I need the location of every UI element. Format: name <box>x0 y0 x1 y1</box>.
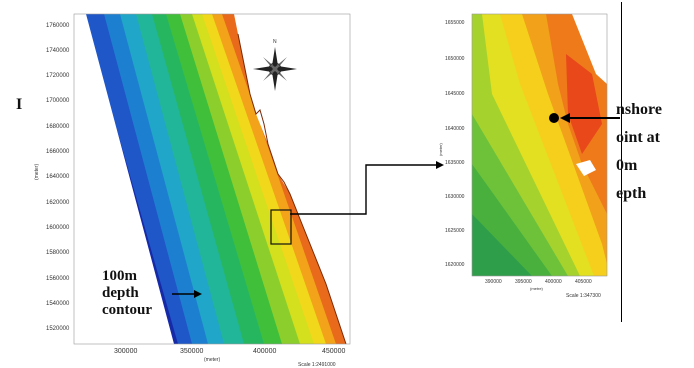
x-tick: 300000 <box>114 348 138 355</box>
y-tick: 1700000 <box>46 98 70 104</box>
y-tick: 1660000 <box>46 149 70 155</box>
offshore-zone <box>74 14 174 344</box>
y-tick: 1720000 <box>46 73 70 79</box>
y-tick: 1640000 <box>445 126 465 132</box>
depth-contour-arrow <box>172 290 202 298</box>
y-tick: 1630000 <box>445 194 465 200</box>
x-tick: 405000 <box>575 279 592 285</box>
y-tick: 1680000 <box>46 124 70 130</box>
y-axis-title: (meter) <box>438 143 443 156</box>
x-tick: 390000 <box>485 279 502 285</box>
left-margin-letter: I <box>16 96 23 113</box>
y-tick: 1560000 <box>46 276 70 282</box>
y-tick: 1620000 <box>46 200 70 206</box>
depth-contour-label: 100m depth contour <box>102 268 152 319</box>
inset-map-contours <box>471 13 608 277</box>
depth-contour-line-2: depth <box>102 285 139 301</box>
inset-connector <box>290 161 444 215</box>
nearshore-line-4: epth <box>616 185 647 202</box>
compass-rose-icon <box>253 47 297 91</box>
x-axis-title: (metre) <box>530 286 543 291</box>
inset-region-box <box>270 209 292 245</box>
inset-frame-line <box>621 2 622 322</box>
y-tick: 1600000 <box>46 225 70 231</box>
x-tick: 400000 <box>545 279 562 285</box>
coastline <box>237 33 347 344</box>
nearshore-label: nshore oint at 0m epth <box>616 96 662 208</box>
main-map-contours <box>73 13 351 345</box>
main-map <box>73 13 351 345</box>
y-axis-title: (meter) <box>34 163 40 180</box>
inset-map <box>471 13 608 277</box>
y-tick: 1645000 <box>445 91 465 97</box>
land-area <box>234 14 350 344</box>
y-tick: 1620000 <box>445 262 465 268</box>
y-tick: 1760000 <box>46 23 70 29</box>
y-tick: 1580000 <box>46 250 70 256</box>
nearshore-arrow <box>560 113 620 123</box>
x-tick: 450000 <box>322 348 346 355</box>
land-area <box>576 160 596 176</box>
nearshore-line-3: 0m <box>616 157 638 174</box>
nearshore-point-marker <box>549 113 559 123</box>
land-area <box>572 14 607 84</box>
x-axis-title: (meter) <box>204 357 221 363</box>
y-tick: 1540000 <box>46 301 70 307</box>
y-tick: 1650000 <box>445 56 465 62</box>
nearshore-line-1: nshore <box>616 101 662 118</box>
y-tick: 1625000 <box>445 228 465 234</box>
y-tick: 1740000 <box>46 48 70 54</box>
x-tick: 400000 <box>253 348 277 355</box>
x-tick: 350000 <box>180 348 204 355</box>
depth-contour-line-3: contour <box>102 302 152 318</box>
y-tick: 1635000 <box>445 160 465 166</box>
compass-north-label: N <box>273 39 277 45</box>
y-tick: 1520000 <box>46 326 70 332</box>
y-tick: 1655000 <box>445 20 465 26</box>
nearshore-line-2: oint at <box>616 129 660 146</box>
map-scale: Scale 1:347300 <box>566 293 601 299</box>
depth-band <box>566 54 602 154</box>
map-scale: Scale 1:2491000 <box>298 362 336 368</box>
depth-contour-line-1: 100m <box>102 268 137 284</box>
y-tick: 1640000 <box>46 174 70 180</box>
x-tick: 395000 <box>515 279 532 285</box>
